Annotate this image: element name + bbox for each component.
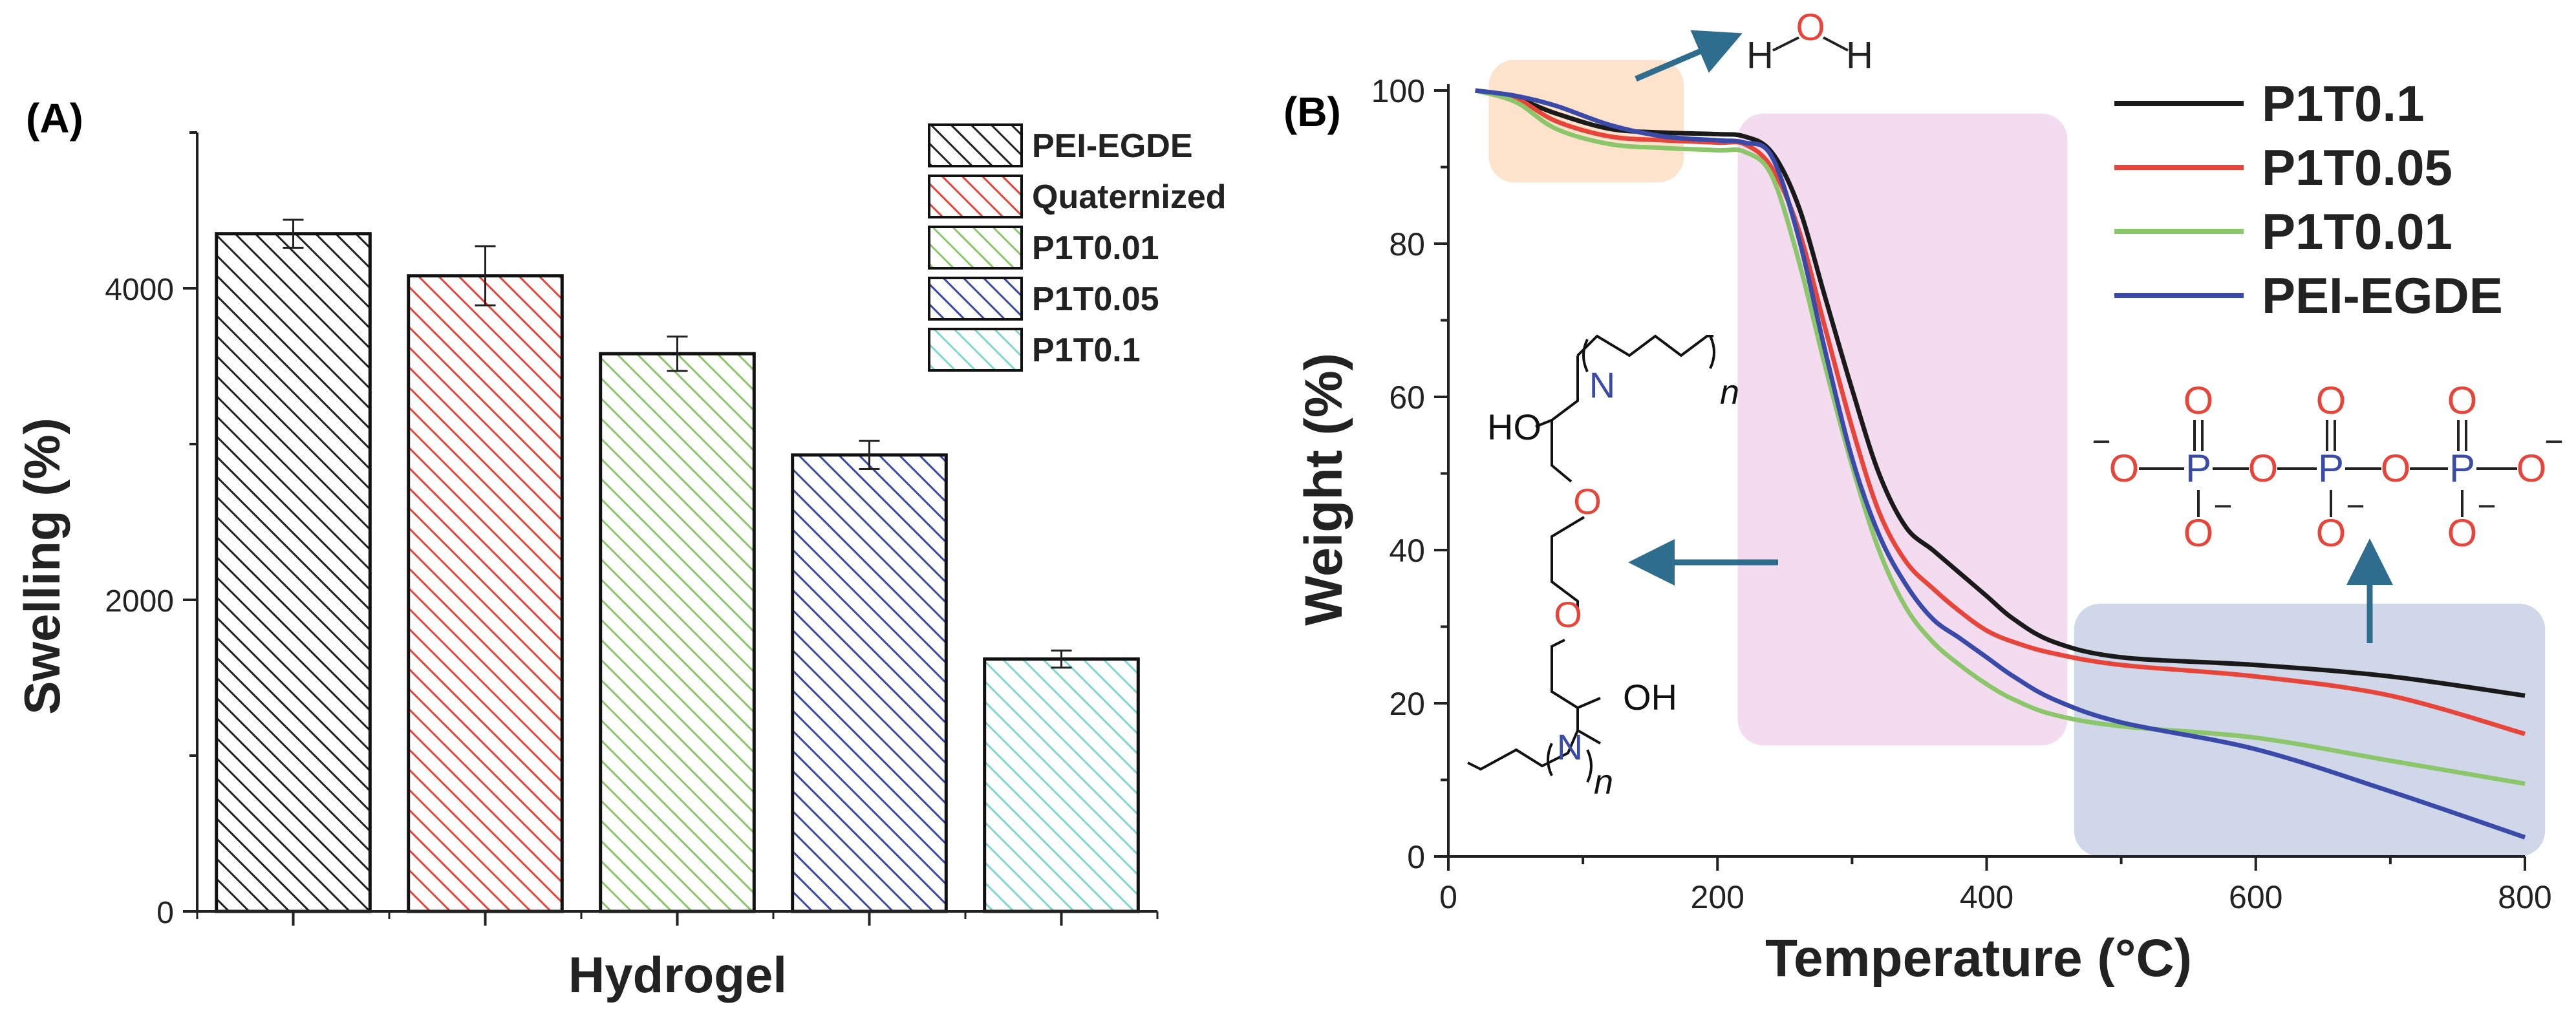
phosphate-oxygen-double-1: O — [2184, 379, 2214, 422]
panel-a-bar-chart: (A) 0 2000 4000 PEI-EGDE Quaternized P1T0.01… — [14, 95, 1227, 1003]
water-oxygen: O — [1796, 6, 1825, 48]
legend-label: P1T0.05 — [1032, 281, 1159, 318]
legend-swatch — [928, 277, 1023, 321]
panel-a-legend: PEI-EGDE Quaternized P1T0.01 P1T0.05 P1T0.1 — [928, 123, 1227, 372]
bar-p1t0-05 — [791, 453, 948, 913]
y-tick-label: 4000 — [105, 273, 174, 307]
legend-label: P1T0.1 — [2262, 75, 2424, 132]
region-phosphate-residue — [2074, 603, 2546, 856]
pei-oxygen-lower: O — [1554, 594, 1582, 635]
phosphorus-3: P — [2449, 447, 2475, 490]
panel-a-xlabel: Hydrogel — [568, 946, 787, 1003]
region-crosslinker-degradation — [1737, 113, 2068, 746]
legend-label: PEI-EGDE — [2262, 267, 2503, 324]
x-tick-label: 800 — [2498, 879, 2551, 915]
phosphate-charge-lower-1: − — [2213, 488, 2232, 524]
phosphate-oxygen-double-3: O — [2447, 379, 2478, 422]
bar-quaternized — [407, 274, 564, 913]
error-bar-p1t0-05 — [859, 440, 880, 471]
legend-label: P1T0.1 — [1032, 332, 1141, 369]
legend-swatch — [928, 175, 1023, 218]
error-bar-p1t0-1 — [1051, 649, 1072, 669]
phosphate-charge-lower-2: − — [2346, 488, 2365, 524]
phosphate-oxygen-bridge-2: O — [2381, 447, 2411, 490]
pei-hydroxyl-left: HO — [1487, 407, 1541, 447]
panel-b-ylabel: Weight (%) — [1294, 353, 1353, 626]
y-tick-label: 100 — [1371, 73, 1425, 109]
x-tick-label: 200 — [1691, 879, 1744, 915]
pei-egde-structure: N n HO O O OH N n — [1467, 334, 1778, 802]
legend-item-p1t0-05: P1T0.05 — [2114, 139, 2453, 196]
phosphate-oxygen-double-2: O — [2316, 379, 2346, 422]
phosphate-oxygen-lower-3: O — [2447, 511, 2478, 555]
water-h-right: H — [1846, 34, 1873, 76]
y-tick-label: 0 — [156, 896, 174, 930]
phosphorus-2: P — [2318, 447, 2344, 490]
legend-item-quaternized: Quaternized — [928, 175, 1227, 218]
x-tick-label: 0 — [1439, 879, 1457, 915]
y-tick-label: 40 — [1389, 533, 1425, 569]
phosphate-oxygen-lower-2: O — [2316, 511, 2346, 555]
triphosphate-structure: −O POO−POO−POO−O O O− — [2092, 379, 2564, 643]
series-line-pei-egde — [1475, 88, 2526, 840]
legend-item-pei-egde: PEI-EGDE — [2114, 267, 2503, 324]
series-line-p1t0-05 — [1474, 88, 2526, 736]
panel-b-label: (B) — [1283, 89, 1341, 135]
legend-item-p1t0-1: P1T0.1 — [2114, 75, 2424, 132]
pei-nitrogen-top: N — [1589, 365, 1615, 405]
error-bar-p1t0-01 — [667, 335, 688, 372]
y-tick-label: 80 — [1389, 226, 1425, 262]
pei-hydroxyl-right: OH — [1623, 677, 1677, 717]
water-molecule-annotation: H O H — [1635, 6, 1873, 82]
legend-label: PEI-EGDE — [1032, 127, 1193, 165]
panel-b-legend: P1T0.1 P1T0.05 P1T0.01 PEI-EGDE — [2114, 75, 2503, 324]
bar-pei-egde — [215, 232, 372, 913]
legend-item-p1t0-05: P1T0.05 — [928, 277, 1159, 321]
legend-label: P1T0.01 — [2262, 203, 2453, 260]
legend-item-p1t0-01: P1T0.01 — [2114, 203, 2453, 260]
legend-item-pei-egde: PEI-EGDE — [928, 123, 1193, 167]
pei-repeat-n-top: n — [1720, 373, 1739, 412]
legend-item-p1t0-1: P1T0.1 — [928, 328, 1141, 372]
error-bar-pei-egde — [283, 218, 304, 249]
bar-p1t0-01 — [599, 352, 756, 913]
bar-p1t0-1 — [983, 657, 1140, 913]
panel-a-label: (A) — [26, 95, 83, 142]
legend-item-p1t0-01: P1T0.01 — [928, 226, 1159, 270]
pei-nitrogen-bottom: N — [1557, 727, 1583, 767]
phosphorus-1: P — [2185, 447, 2211, 490]
panel-b-xlabel: Temperature (°C) — [1765, 929, 2192, 988]
y-tick-label: 2000 — [105, 584, 174, 619]
water-arrow — [1635, 30, 1743, 82]
pei-oxygen-upper: O — [1573, 481, 1602, 522]
y-tick-label: 60 — [1389, 379, 1425, 416]
phosphate-charge-right: − — [2544, 423, 2563, 460]
y-tick-label: 20 — [1389, 686, 1425, 722]
legend-swatch — [928, 123, 1023, 167]
x-tick-label: 600 — [2229, 879, 2282, 915]
legend-label: Quaternized — [1032, 178, 1227, 216]
phosphate-charge-lower-3: − — [2477, 488, 2496, 524]
phosphate-oxygen-end-right: O — [2517, 447, 2547, 490]
phosphate-oxygen-bridge-1: O — [2248, 447, 2279, 490]
y-tick-label: 0 — [1407, 839, 1425, 875]
legend-swatch — [928, 328, 1023, 372]
x-tick-label: 400 — [1960, 879, 2013, 915]
legend-label: P1T0.05 — [2262, 139, 2453, 196]
error-bar-quaternized — [475, 245, 496, 307]
panel-a-ylabel: Swelling (%) — [14, 418, 70, 714]
pei-repeat-n-bottom: n — [1594, 763, 1613, 802]
legend-swatch — [928, 226, 1023, 270]
phosphate-oxygen-lower-1: O — [2184, 511, 2214, 555]
water-h-left: H — [1746, 34, 1774, 76]
legend-label: P1T0.01 — [1032, 229, 1159, 267]
phosphate-charge-left: − — [2092, 423, 2110, 460]
phosphate-oxygen-end-left: O — [2109, 447, 2140, 490]
series-line-p1t0-1 — [1474, 88, 2526, 698]
